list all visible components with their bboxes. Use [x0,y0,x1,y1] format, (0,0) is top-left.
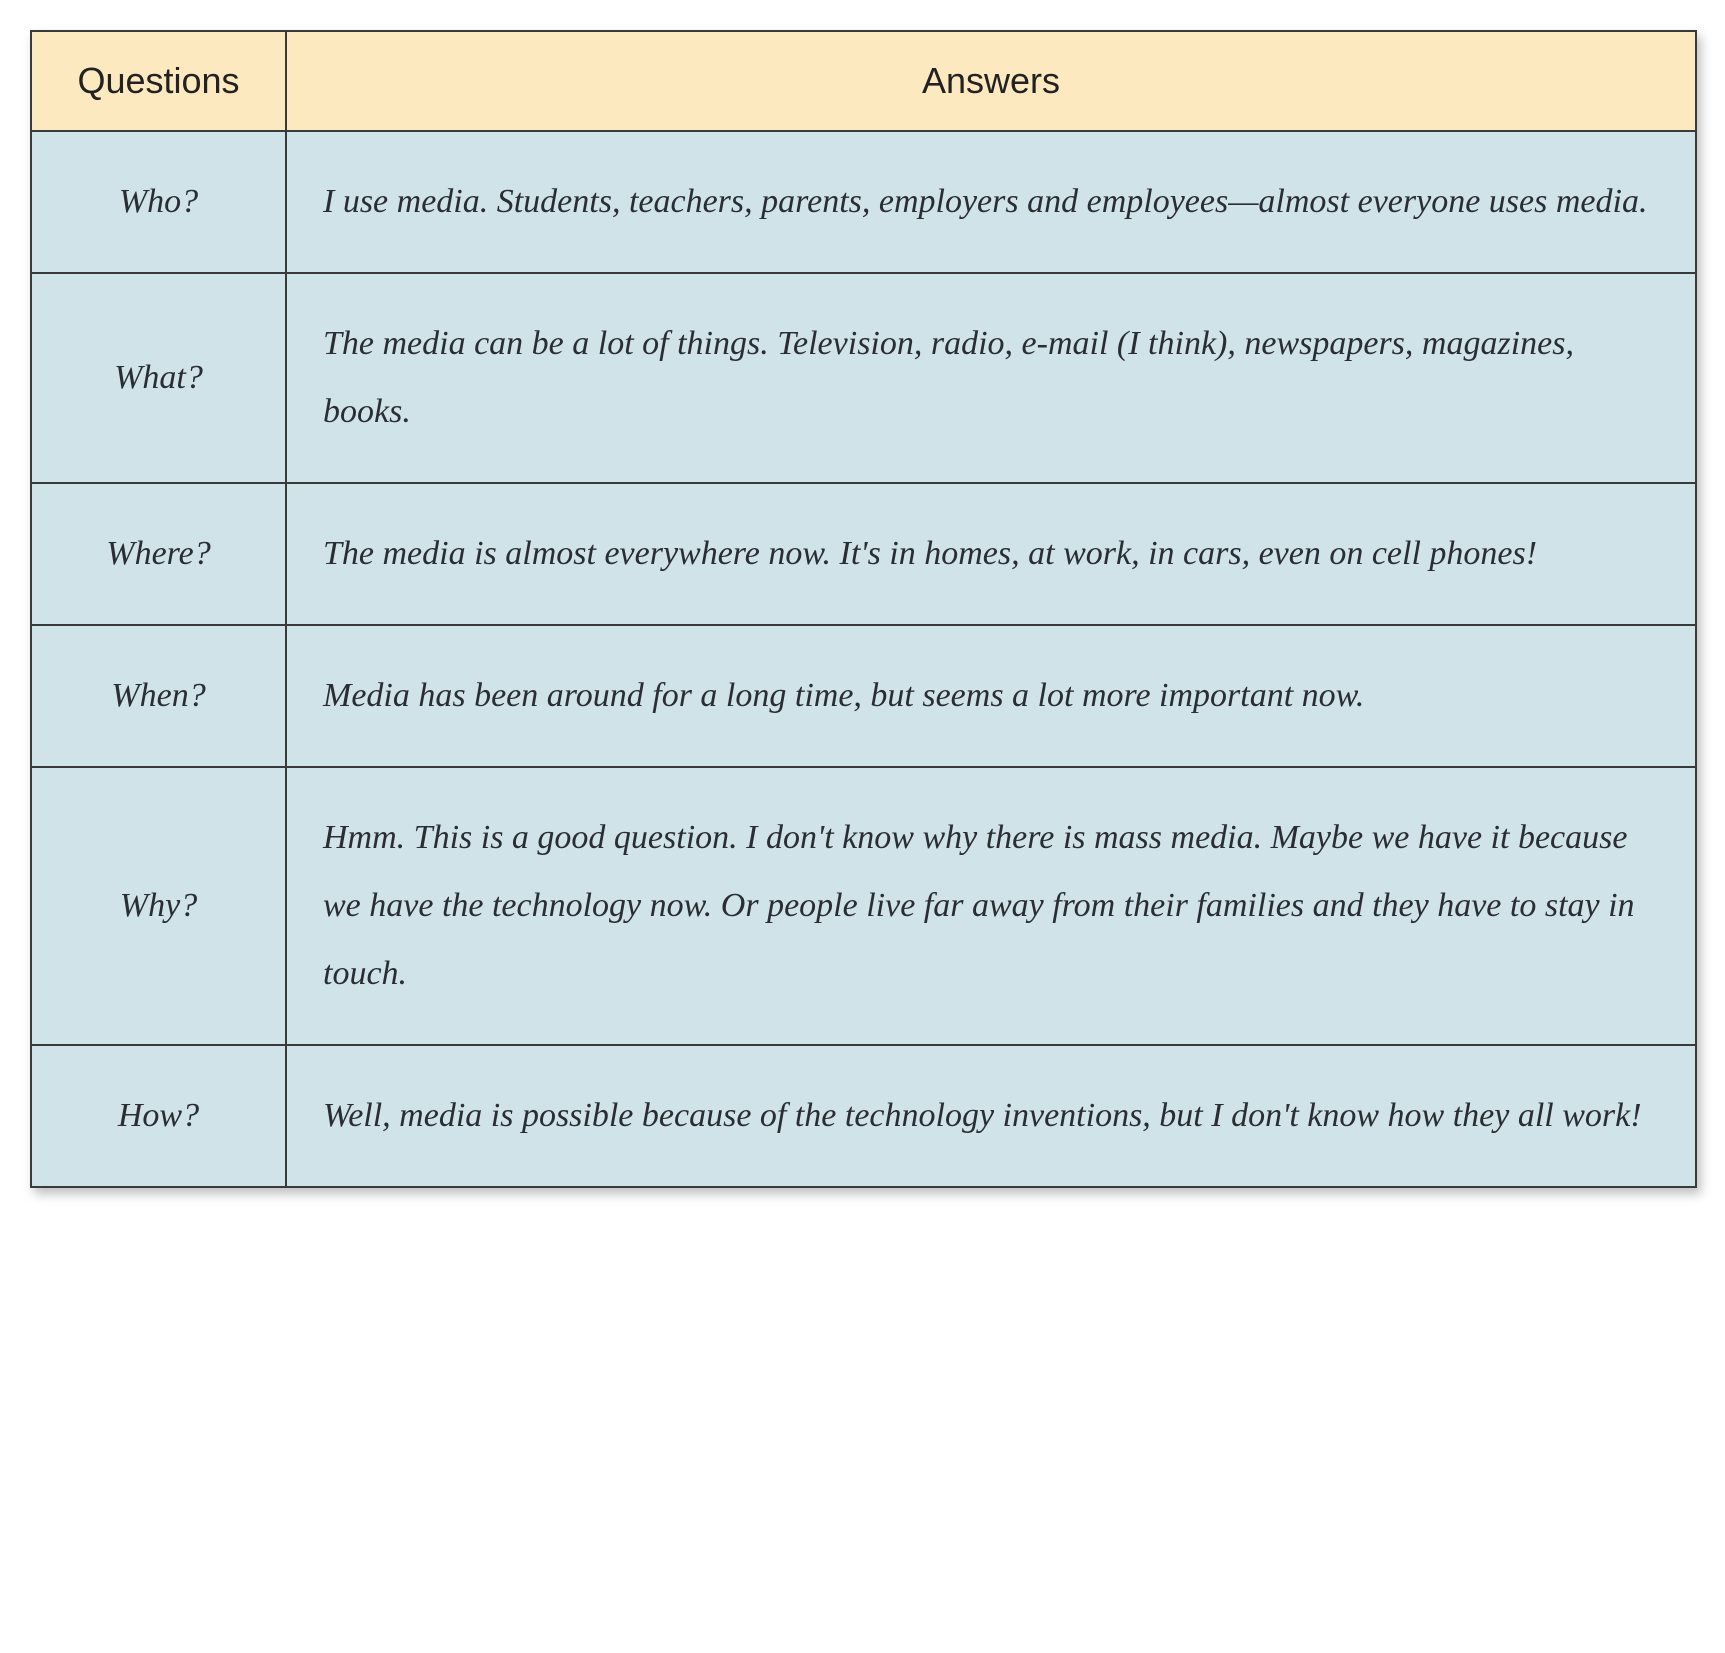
answer-cell: The media can be a lot of things. Televi… [286,273,1696,483]
answer-cell: Hmm. This is a good question. I don't kn… [286,767,1696,1045]
answer-cell: The media is almost everywhere now. It's… [286,483,1696,625]
question-cell: Who? [31,131,286,273]
answer-cell: Well, media is possible because of the t… [286,1045,1696,1187]
table-row: How? Well, media is possible because of … [31,1045,1696,1187]
table-row: Who? I use media. Students, teachers, pa… [31,131,1696,273]
answer-cell: I use media. Students, teachers, parents… [286,131,1696,273]
table-row: When? Media has been around for a long t… [31,625,1696,767]
question-cell: Where? [31,483,286,625]
question-cell: When? [31,625,286,767]
header-questions: Questions [31,31,286,131]
table-row: Where? The media is almost everywhere no… [31,483,1696,625]
qa-table: Questions Answers Who? I use media. Stud… [30,30,1697,1188]
question-cell: How? [31,1045,286,1187]
header-answers: Answers [286,31,1696,131]
question-cell: Why? [31,767,286,1045]
answer-cell: Media has been around for a long time, b… [286,625,1696,767]
question-cell: What? [31,273,286,483]
table-row: What? The media can be a lot of things. … [31,273,1696,483]
table-row: Why? Hmm. This is a good question. I don… [31,767,1696,1045]
table-header-row: Questions Answers [31,31,1696,131]
